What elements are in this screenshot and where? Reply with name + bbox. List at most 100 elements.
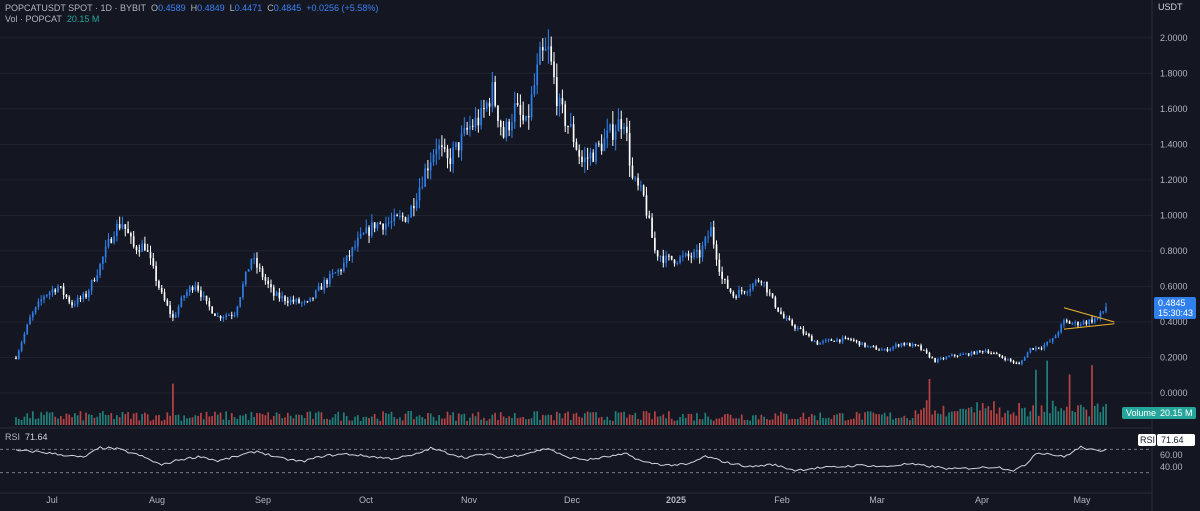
candle-body [900,343,903,347]
volume-bar [264,415,267,425]
volume-bar [438,415,440,425]
candle-body [267,280,270,285]
volume-bar [99,412,101,425]
candle-body [471,125,474,127]
candle-body [208,300,211,307]
candle-body [452,147,454,165]
candle-body [948,356,950,358]
volume-bar [861,419,864,425]
candle-body [631,165,634,178]
candle-body [340,269,342,272]
candle-body [1071,323,1074,325]
candle-body [132,236,135,247]
volume-bar [132,413,135,425]
candle-body [1088,319,1091,325]
volume-bar [31,411,34,425]
volume-bar [746,419,749,425]
candle-body [488,102,491,107]
candle-body [858,341,861,346]
candle-body [558,97,561,107]
volume-bar [611,420,614,425]
volume-bar [286,412,289,425]
candle-body [987,350,990,354]
volume-bar [1093,405,1096,425]
candle-body [693,251,695,258]
volume-bar [620,412,623,425]
volume-bar [805,418,808,425]
candle-body [446,148,449,159]
candle-body [981,351,984,353]
candle-body [746,291,749,293]
candle-body [186,292,188,296]
candle-body [878,349,880,351]
candle-body [328,273,331,284]
candle-body [88,290,90,298]
candle-body [1091,319,1093,323]
symbol-legend: POPCATUSDT SPOT · 1D · BYBIT O0.4589 H0.… [5,3,378,14]
volume-bar [116,415,118,425]
volume-bar [421,417,424,425]
rsi-legend-label[interactable]: RSI [5,432,21,442]
volume-bar [289,415,292,425]
candle-body [712,227,715,245]
candle-body [1029,348,1032,353]
volume-bar [1085,409,1088,425]
volume-bar [418,415,421,425]
volume-bar [561,418,564,425]
rsi-badge [1157,434,1195,446]
candle-body [124,224,127,229]
candle-body [155,266,157,282]
volume-legend-label[interactable]: Vol · POPCAT [5,14,62,24]
currency-unit-label[interactable]: USDT [1158,2,1183,12]
volume-bar [959,408,962,425]
candle-body [799,328,802,330]
volume-bar [407,411,410,425]
volume-bar [258,413,261,425]
volume-bar [1096,403,1099,425]
candle-body [696,249,698,252]
volume-bar [544,415,547,425]
volume-bar [357,415,359,425]
time-axis-tick-label: Mar [869,495,885,505]
volume-bar [1091,365,1093,425]
candle-body [777,307,779,312]
volume-bar [589,412,592,425]
candle-body [656,250,659,257]
candle-body [214,313,216,317]
candle-body [441,145,443,148]
volume-bar [875,414,878,425]
candle-body [791,320,794,326]
grid-layer [0,0,1153,511]
volume-bar [1065,406,1068,425]
volume-bar [371,416,373,425]
candle-body [110,238,113,243]
candle-body [491,82,494,107]
candle-body [931,357,934,359]
volume-bar [1068,374,1071,425]
candle-body [250,258,253,270]
candle-body [286,301,289,303]
volume-bar [480,419,482,425]
symbol-title[interactable]: POPCATUSDT SPOT · 1D · BYBIT [5,3,147,13]
volume-bar [715,418,718,425]
volume-bar [393,417,396,425]
volume-bar [396,419,398,425]
candle-body [1046,341,1048,345]
price-axis-tick-label: 0.2000 [1160,353,1188,363]
volume-bar [917,413,920,425]
volume-bar [519,417,522,425]
volume-bar [188,417,191,425]
candle-body [306,301,309,303]
volume-bar [712,420,715,425]
price-axis-tick-label: 0.8000 [1160,246,1188,256]
volume-bar [967,407,970,425]
candle-body [368,227,370,236]
time-axis-tick-label: Oct [359,495,374,505]
volume-bar [878,414,880,425]
volume-bar [191,417,194,425]
candle-body [1018,362,1020,365]
candle-body [292,299,295,302]
candle-body [623,126,625,130]
